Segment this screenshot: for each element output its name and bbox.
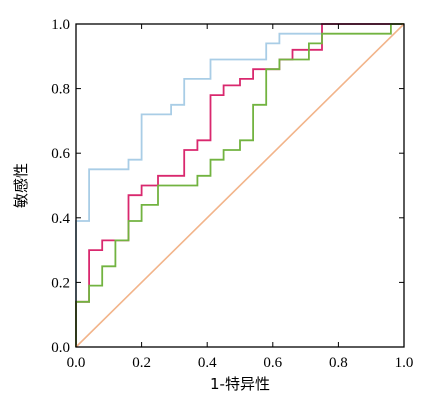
roc-curve-1 bbox=[75, 23, 404, 347]
axis-ticks bbox=[75, 23, 405, 348]
roc-curves bbox=[75, 23, 405, 348]
x-tick-label: 0.2 bbox=[132, 355, 151, 371]
x-tick-label: 1.0 bbox=[395, 355, 414, 371]
roc-curve-3 bbox=[75, 23, 404, 347]
x-tick-label: 0.8 bbox=[329, 355, 348, 371]
x-tick-label: 0.4 bbox=[198, 355, 217, 371]
x-tick-label: 0.6 bbox=[263, 355, 282, 371]
y-axis-title: 敏感性 bbox=[12, 163, 30, 208]
x-axis-title: 1-特异性 bbox=[210, 375, 270, 393]
axis-tick-labels: 0.00.0 0.2 0.2 0.4 0.4 0.6 0.6 0.8 0.8 1.0 1.0 bbox=[51, 17, 413, 371]
x-tick-label: 0.0 bbox=[67, 355, 86, 371]
y-tick-label: 0.6 bbox=[51, 146, 70, 162]
reference-diagonal-line bbox=[75, 23, 405, 348]
y-tick-label: 0.8 bbox=[51, 82, 70, 98]
plot-frame bbox=[75, 23, 405, 348]
y-tick-label: 1.0 bbox=[51, 17, 70, 33]
y-tick-label: 0.0 bbox=[51, 340, 70, 356]
y-tick-label: 0.4 bbox=[51, 211, 70, 227]
y-tick-label: 0.2 bbox=[51, 275, 70, 291]
